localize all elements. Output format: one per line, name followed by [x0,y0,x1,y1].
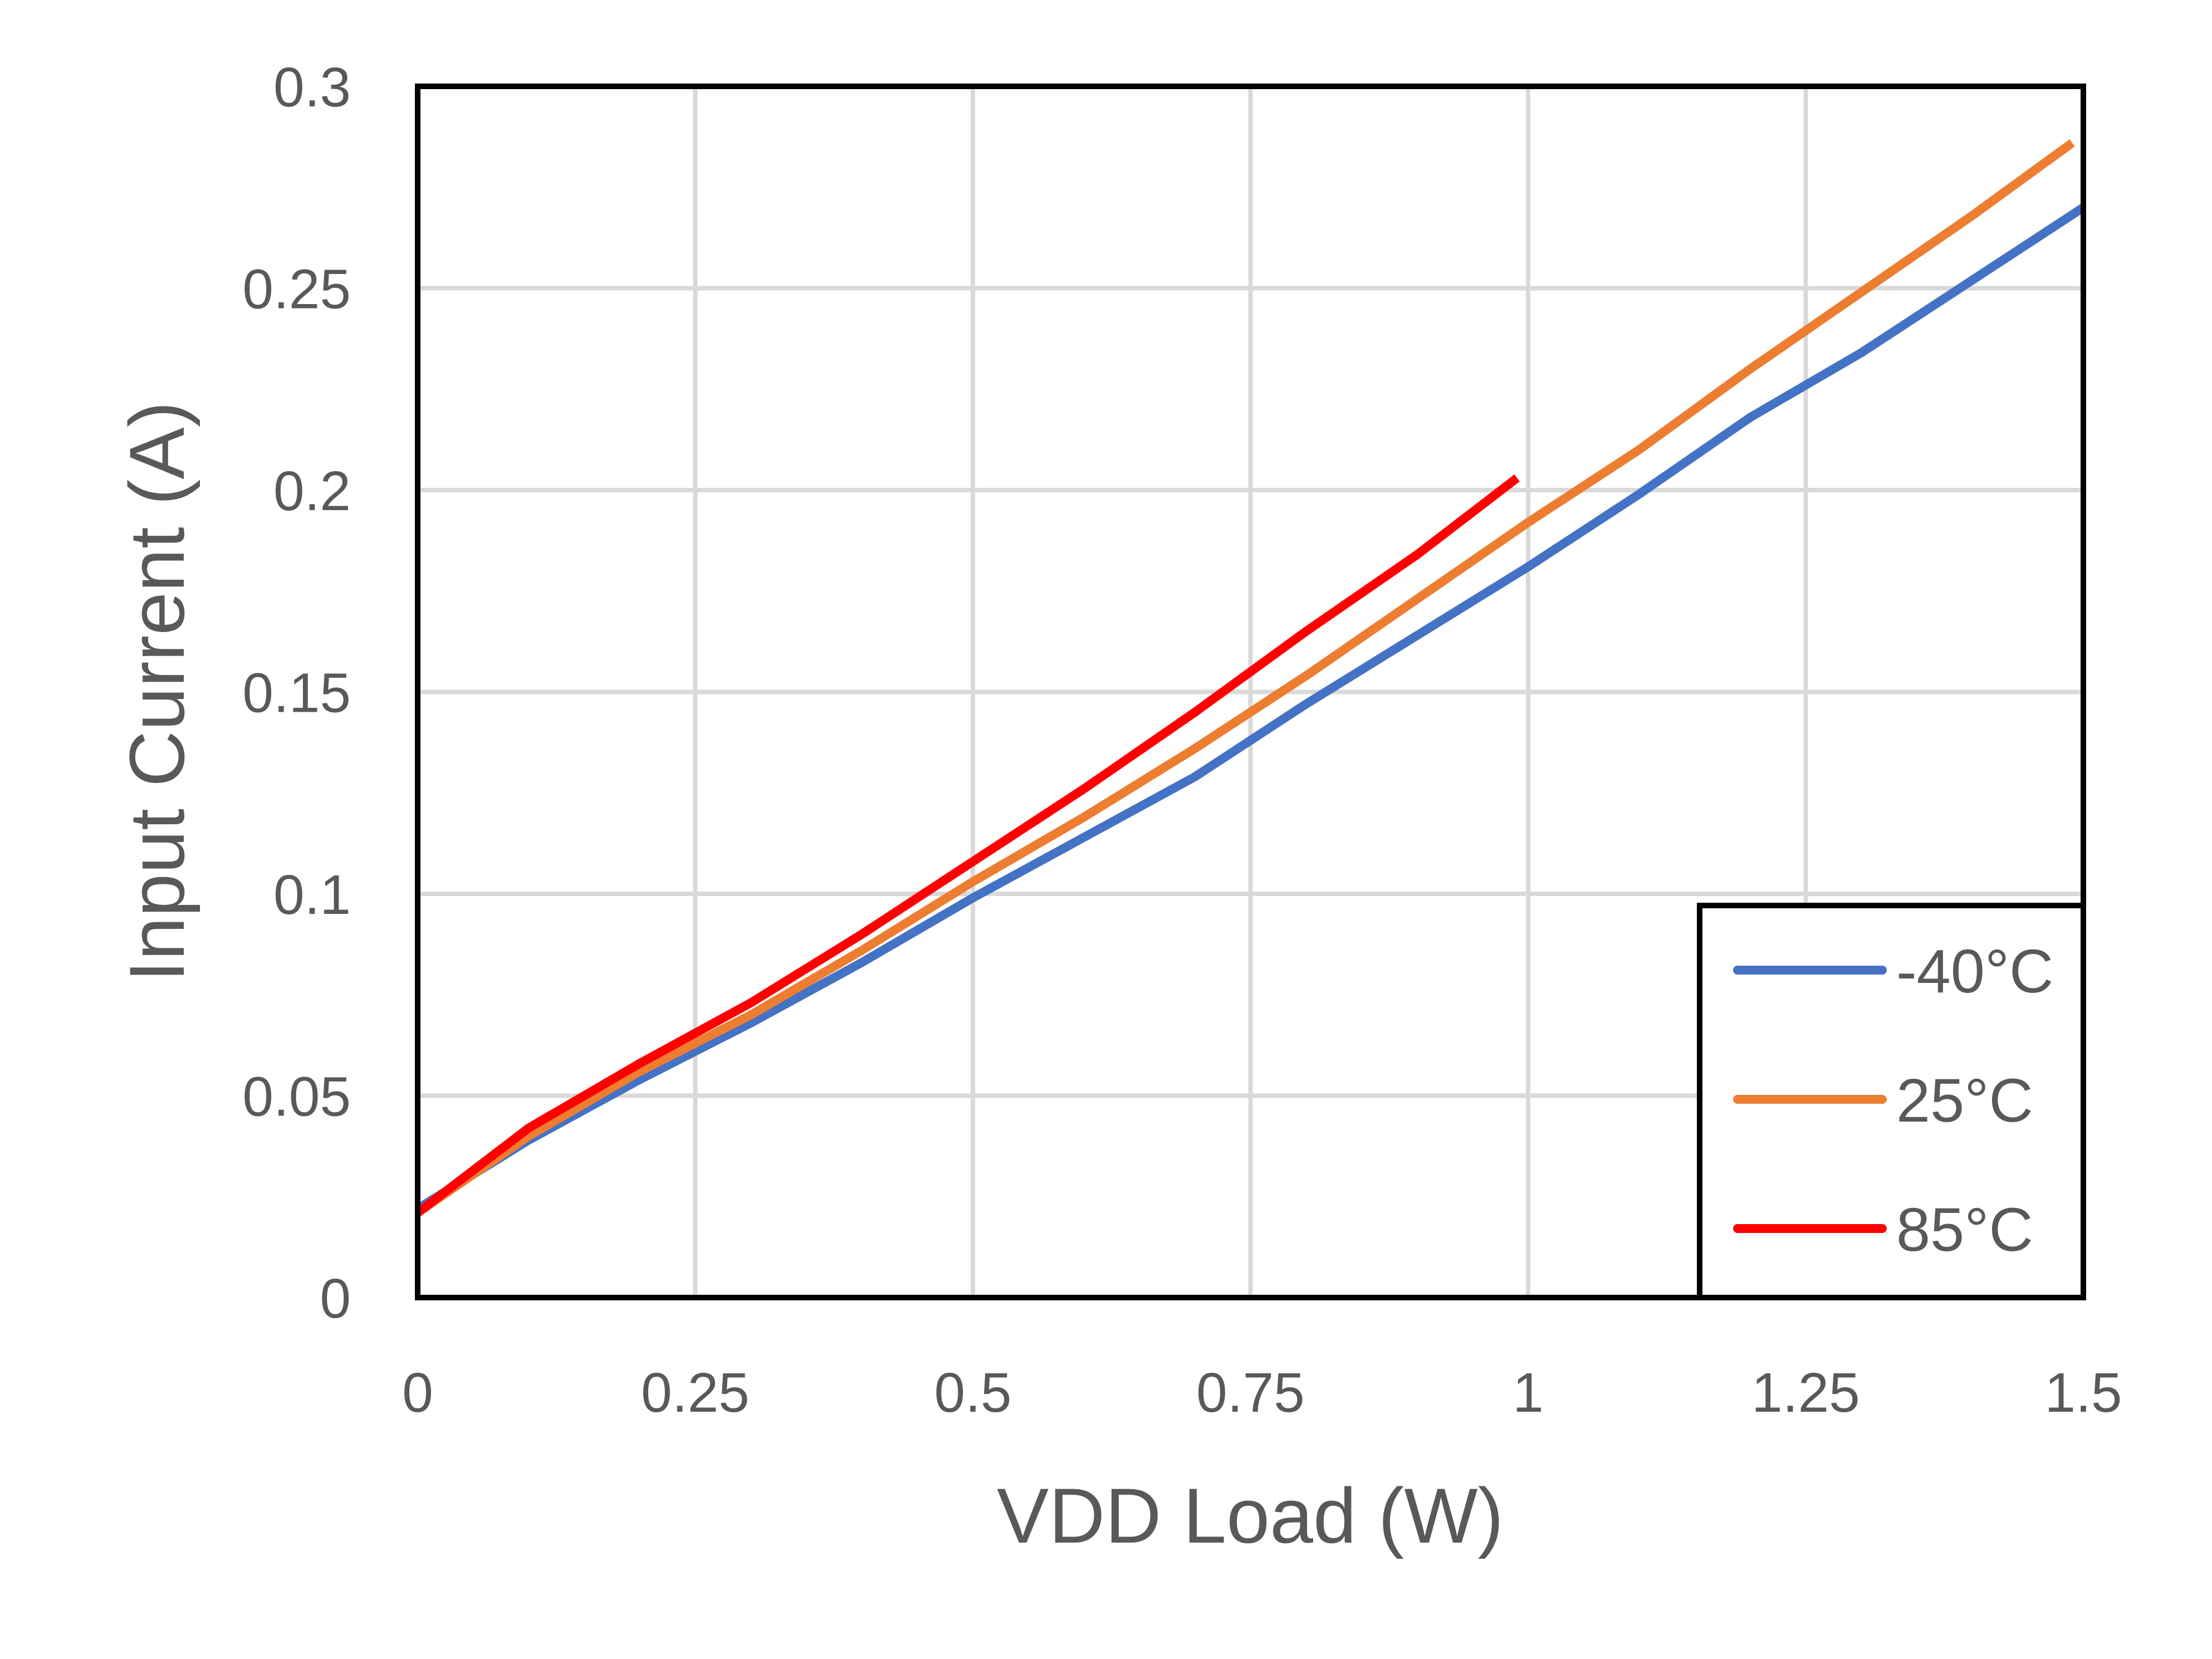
x-tick-label: 1.25 [1751,1362,1860,1424]
y-tick-label: 0.1 [273,864,351,926]
y-tick-label: 0.15 [242,662,351,725]
series-lines [415,139,2086,1217]
x-tick-label: 0.25 [641,1362,750,1424]
series-line-0 [415,203,2086,1213]
series-line-2 [415,474,1520,1217]
plot-frame [415,84,2086,1300]
x-tick-label: 1.5 [2044,1362,2122,1424]
y-tick-label: 0.2 [273,460,351,522]
y-tick-label: 0.05 [242,1066,351,1128]
y-tick-labels: 0 0.05 0.1 0.15 0.2 0.25 0.3 [242,56,351,1330]
y-axis-title: Input Current (A) [113,402,200,982]
y-tick-label: 0 [320,1268,351,1330]
x-tick-label: 0.5 [934,1362,1011,1424]
y-tick-label: 0.25 [242,258,351,321]
x-tick-labels: 0 0.25 0.5 0.75 1 1.25 1.5 [402,1362,2122,1424]
legend-label-2: 85°C [1896,1196,2033,1264]
x-axis-title: VDD Load (W) [997,1472,1504,1559]
y-tick-label: 0.3 [273,56,351,119]
legend-label-0: -40°C [1896,937,2053,1006]
x-tick-label: 0.75 [1196,1362,1305,1424]
legend: -40°C 25°C 85°C [1697,903,2086,1300]
series-line-1 [415,139,2075,1217]
legend-label-1: 25°C [1896,1066,2033,1135]
x-tick-label: 1 [1513,1362,1544,1424]
x-tick-label: 0 [402,1362,433,1424]
